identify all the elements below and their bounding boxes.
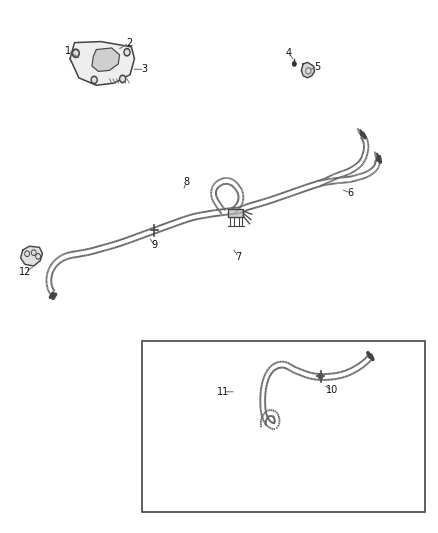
Circle shape: [120, 75, 126, 83]
Circle shape: [125, 50, 129, 54]
Circle shape: [25, 251, 29, 256]
Circle shape: [37, 255, 39, 258]
Circle shape: [72, 49, 79, 58]
Circle shape: [91, 76, 97, 84]
Polygon shape: [70, 42, 134, 85]
Circle shape: [32, 251, 35, 254]
Text: 4: 4: [286, 49, 292, 58]
Circle shape: [36, 254, 40, 259]
Circle shape: [307, 69, 310, 72]
Text: 11: 11: [217, 387, 230, 397]
Text: 3: 3: [141, 64, 148, 74]
Circle shape: [306, 68, 311, 74]
Polygon shape: [92, 48, 120, 71]
Polygon shape: [21, 246, 42, 266]
Bar: [142, 341, 425, 512]
Circle shape: [92, 78, 96, 82]
Circle shape: [318, 374, 323, 379]
Text: 12: 12: [19, 267, 32, 277]
Polygon shape: [301, 62, 314, 78]
Text: 6: 6: [347, 188, 353, 198]
Text: 8: 8: [183, 177, 189, 187]
Polygon shape: [228, 209, 243, 217]
Circle shape: [121, 77, 124, 81]
Circle shape: [32, 250, 36, 255]
Text: 2: 2: [126, 38, 132, 47]
Circle shape: [293, 62, 296, 66]
Text: 9: 9: [151, 240, 157, 250]
Circle shape: [74, 51, 78, 55]
Text: 7: 7: [236, 252, 242, 262]
Text: 10: 10: [326, 385, 338, 395]
Circle shape: [124, 49, 130, 56]
Circle shape: [26, 252, 28, 255]
Text: 1: 1: [65, 46, 71, 55]
Text: 5: 5: [314, 62, 321, 71]
